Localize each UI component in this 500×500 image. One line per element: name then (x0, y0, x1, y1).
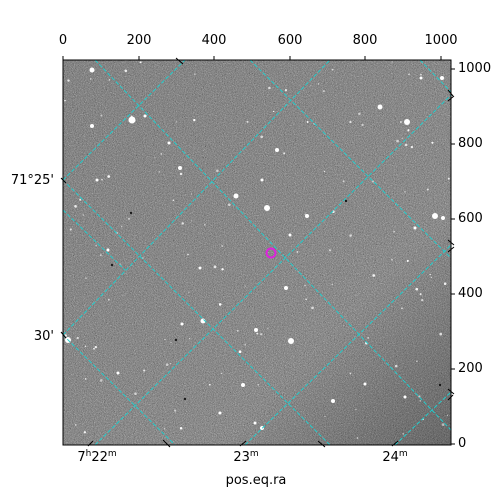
right-tick-label: 400 (458, 286, 483, 301)
top-tick-label: 1000 (424, 33, 458, 48)
top-tick-label: 400 (201, 33, 227, 48)
right-tick-label: 600 (458, 211, 483, 226)
top-tick-label: 600 (277, 33, 303, 48)
left-tick-label: 71°25' (10, 173, 54, 188)
bottom-tick-label: 24m (382, 449, 408, 465)
right-tick-label: 200 (458, 361, 483, 376)
sky-image (63, 60, 451, 445)
left-tick-label: 30' (33, 329, 54, 344)
top-tick-label: 200 (126, 33, 152, 48)
right-tick-label: 800 (458, 136, 483, 151)
target-marker (265, 247, 277, 259)
x-axis-label: pos.eq.ra (225, 473, 287, 488)
plot-frame (62, 59, 452, 446)
top-tick-label: 0 (58, 33, 68, 48)
right-tick-label: 0 (458, 436, 467, 451)
bottom-tick-label: 7h22m (77, 449, 117, 465)
top-tick-label: 800 (352, 33, 378, 48)
right-tick-label: 1000 (458, 61, 492, 76)
bottom-tick-label: 23m (233, 449, 259, 465)
celestial-grid (63, 60, 451, 445)
stars (64, 61, 450, 439)
tick-marks (60, 56, 455, 448)
